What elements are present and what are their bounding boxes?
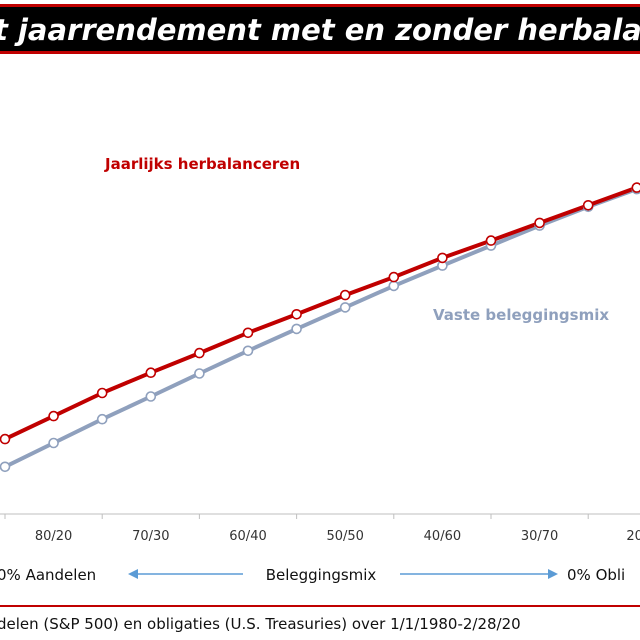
series-label-fixed: Vaste beleggingsmix (433, 306, 609, 324)
x-tick-label: 40/60 (424, 529, 461, 544)
source-note: delen (S&P 500) en obligaties (U.S. Trea… (0, 615, 521, 633)
data-point-fixed (96, 413, 108, 425)
data-point-rebalance (145, 367, 157, 379)
x-axis-tick-labels: 80/20 70/30 60/40 50/50 40/60 30/70 20/ (35, 529, 640, 544)
x-tick-label: 70/30 (132, 529, 169, 544)
data-point-rebalance (485, 235, 497, 246)
x-axis-arrow-left (128, 569, 243, 579)
x-axis-right-label: 0% Obli (567, 566, 625, 584)
data-point-rebalance (534, 217, 545, 229)
x-tick-label: 50/50 (326, 529, 363, 544)
data-point-fixed (242, 345, 254, 357)
x-tick-label: 60/40 (229, 529, 266, 544)
x-axis-center-label: Beleggingsmix (266, 566, 377, 584)
data-point-rebalance (96, 387, 108, 399)
data-point-fixed (388, 280, 400, 292)
data-point-fixed (291, 323, 302, 335)
line-chart: 80/20 70/30 60/40 50/50 40/60 30/70 20/ Jaarli… (0, 155, 640, 584)
x-axis-ticks (4, 514, 589, 519)
series-lines (4, 184, 640, 469)
title-bar: t jaarrendement met en zonder herbalance… (0, 4, 640, 54)
data-point-fixed (145, 391, 157, 402)
data-point-rebalance (631, 182, 640, 193)
data-point-rebalance (582, 200, 594, 211)
chart-title: t jaarrendement met en zonder herbalance… (0, 13, 640, 47)
data-point-rebalance (388, 271, 400, 283)
data-point-fixed (339, 302, 351, 313)
data-point-rebalance (0, 433, 11, 445)
footer-bar: delen (S&P 500) en obligaties (U.S. Trea… (0, 605, 640, 640)
data-point-rebalance (194, 347, 205, 359)
data-point-rebalance (339, 289, 351, 301)
series-line-fixed (4, 185, 640, 469)
data-point-fixed (0, 461, 11, 473)
x-tick-label: 20/ (626, 529, 640, 544)
series-line-rebalance (4, 184, 640, 441)
data-point-fixed (194, 368, 205, 379)
series-label-rebalance: Jaarlijks herbalanceren (104, 155, 300, 173)
series-points (0, 182, 640, 473)
data-point-fixed (48, 437, 59, 449)
x-tick-label: 80/20 (35, 529, 72, 544)
x-tick-label: 30/70 (521, 529, 558, 544)
data-point-rebalance (437, 252, 448, 264)
data-point-rebalance (291, 308, 302, 320)
x-axis-arrow-right (400, 569, 558, 579)
x-axis-left-label: 0% Aandelen (0, 566, 96, 584)
data-point-rebalance (242, 327, 254, 339)
data-point-rebalance (48, 410, 59, 422)
